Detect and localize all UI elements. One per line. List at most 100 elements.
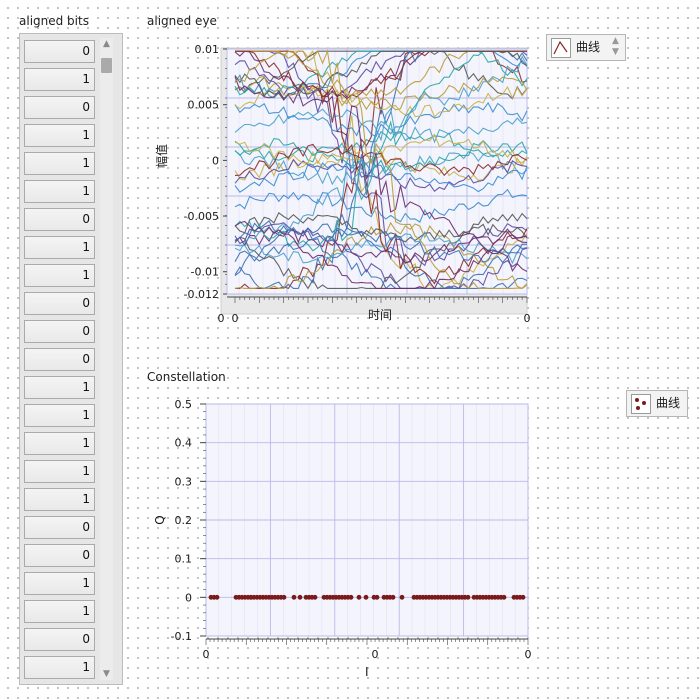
constellation-y-axis-label: Q: [153, 515, 167, 524]
eye-trace: [234, 130, 528, 163]
eye-trace: [234, 158, 528, 192]
bit-cell[interactable]: 0: [24, 628, 95, 651]
eye-trace: [234, 133, 528, 169]
scatter-plot-icon: [631, 394, 651, 414]
bit-cell[interactable]: 0: [24, 544, 95, 567]
eye-x-axis-label: 时间: [368, 308, 392, 322]
bit-cell[interactable]: 1: [24, 460, 95, 483]
eye-trace: [234, 220, 528, 290]
eye-y-axis-label: 幅值: [154, 144, 169, 168]
constellation-y-tick-label: 0.5: [175, 398, 193, 411]
eye-graph-title: aligned eye: [147, 14, 217, 28]
constellation-graph: 0.5 0.4 0.3 0.2 0.1 0 -0.1 0 0 0 I Q: [153, 398, 532, 679]
eye-trace: [234, 108, 528, 144]
bit-cell[interactable]: 1: [24, 152, 95, 175]
eye-y-tick-label: -0.005: [184, 210, 219, 223]
constellation-point: [291, 594, 297, 600]
eye-trace: [234, 50, 527, 252]
eye-trace: [234, 138, 528, 174]
constellation-title: Constellation: [147, 370, 226, 384]
constellation-point: [390, 594, 396, 600]
bit-cell[interactable]: 0: [24, 516, 95, 539]
constellation-y-tick-label: 0.3: [175, 475, 193, 488]
line-plot-icon: [551, 38, 571, 58]
scroll-down-icon[interactable]: ▼: [103, 669, 110, 679]
eye-trace: [234, 228, 528, 264]
bit-cell[interactable]: 0: [24, 40, 95, 63]
constellation-y-tick-label: 0: [185, 591, 192, 604]
aligned-bits-scrollbar[interactable]: ▲ ▼: [100, 38, 113, 680]
eye-y-tick-label: 0.005: [188, 99, 220, 112]
eye-trace: [234, 159, 528, 193]
bit-cell[interactable]: 0: [24, 348, 95, 371]
eye-x-tick-label: 0: [232, 312, 239, 325]
bit-cell[interactable]: 1: [24, 600, 95, 623]
eye-x-tick-label: 0: [218, 312, 225, 325]
legend-scroll-icon[interactable]: ▲ ▼: [612, 36, 619, 57]
eye-trace: [234, 150, 528, 186]
constellation-y-tick-label: -0.1: [171, 630, 192, 643]
eye-trace: [234, 76, 528, 272]
bit-cell[interactable]: 1: [24, 432, 95, 455]
eye-trace: [234, 50, 528, 101]
constellation-x-tick-label: 0: [203, 648, 210, 661]
eye-trace: [234, 211, 528, 243]
constellation-x-tick-label: 0: [525, 648, 532, 661]
eye-x-tick-label: 0: [524, 312, 531, 325]
eye-trace: [234, 75, 528, 111]
eye-y-tick-label: 0: [212, 154, 219, 167]
eye-legend[interactable]: 曲线 ▲ ▼: [546, 34, 626, 61]
eye-trace: [234, 226, 527, 263]
constellation-point: [281, 594, 287, 600]
bit-cell[interactable]: 1: [24, 264, 95, 287]
bit-cell[interactable]: 1: [24, 236, 95, 259]
eye-y-tick-label: 0.01: [195, 43, 220, 56]
constellation-y-tick-label: 0.2: [175, 514, 193, 527]
constellation-y-axis: 0.5 0.4 0.3 0.2 0.1 0 -0.1: [171, 398, 206, 643]
eye-legend-label: 曲线: [576, 40, 601, 54]
constellation-legend-label: 曲线: [656, 396, 681, 410]
constellation-point: [465, 594, 471, 600]
constellation-point: [374, 594, 380, 600]
bit-cell[interactable]: 1: [24, 572, 95, 595]
bit-cell[interactable]: 1: [24, 68, 95, 91]
aligned-bits-array: 0 1 0 1 1 1 0 1 1 0 0 0 1 1 1 1 1 0 0 1 1 0 1 ▲ ▼: [19, 33, 123, 685]
constellation-point: [399, 594, 405, 600]
bit-cell[interactable]: 1: [24, 124, 95, 147]
bit-cell[interactable]: 1: [24, 656, 95, 679]
constellation-point: [356, 594, 362, 600]
constellation-point: [363, 594, 369, 600]
eye-y-tick-label: -0.012: [184, 288, 219, 301]
constellation-x-axis: 0 0 0: [203, 638, 532, 661]
bit-cell[interactable]: 1: [24, 180, 95, 203]
bit-cell[interactable]: 1: [24, 488, 95, 511]
scroll-thumb[interactable]: [101, 58, 112, 73]
bit-cell[interactable]: 1: [24, 376, 95, 399]
bit-cell[interactable]: 0: [24, 208, 95, 231]
eye-trace: [234, 188, 528, 223]
constellation-points: [208, 594, 526, 600]
constellation-legend[interactable]: 曲线: [626, 390, 688, 417]
eye-trace: [234, 220, 528, 290]
constellation-point: [348, 594, 354, 600]
bit-cell[interactable]: 0: [24, 96, 95, 119]
constellation-point: [520, 594, 526, 600]
eye-trace: [234, 55, 528, 252]
constellation-y-tick-label: 0.4: [175, 437, 193, 450]
bit-cell[interactable]: 0: [24, 320, 95, 343]
constellation-point: [312, 594, 318, 600]
constellation-x-axis-label: I: [365, 665, 369, 679]
eye-trace: [234, 101, 528, 138]
scroll-up-icon[interactable]: ▲: [103, 39, 110, 49]
eye-trace: [234, 230, 528, 265]
eye-trace: [234, 84, 528, 118]
constellation-point: [501, 594, 507, 600]
aligned-bits-label: aligned bits: [19, 14, 89, 28]
eye-trace: [234, 49, 528, 290]
constellation-point: [297, 594, 303, 600]
bit-cell[interactable]: 0: [24, 292, 95, 315]
constellation-point: [214, 594, 220, 600]
bit-cell[interactable]: 1: [24, 404, 95, 427]
constellation-x-tick-label: 0: [372, 648, 379, 661]
